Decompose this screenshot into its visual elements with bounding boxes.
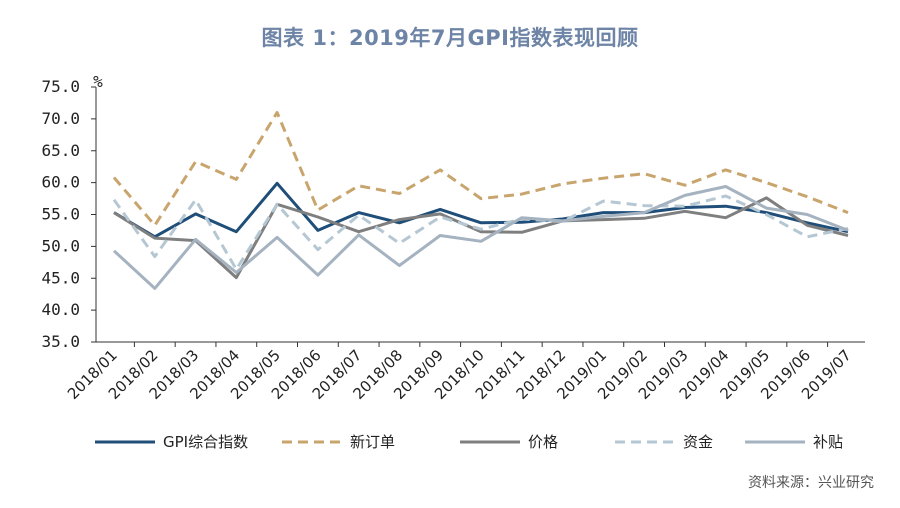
y-unit-label: % [93,72,103,91]
legend-label: 补贴 [813,433,843,451]
series-line-1 [113,181,849,239]
series-line-4 [112,194,849,271]
x-axis: 2018/012018/022018/032018/042018/052018/… [64,341,865,403]
series-lines [112,111,849,290]
legend-label: 资金 [683,433,713,451]
y-tick-label: 70.0 [41,109,80,128]
chart-title: 图表 1：2019年7月GPI指数表现回顾 [261,26,639,50]
legend-label: 价格 [528,433,558,451]
series-line-5 [112,185,849,290]
series-line-2 [112,111,849,227]
legend-label: GPI综合指数 [163,433,248,451]
series-line-3 [113,196,849,280]
y-tick-label: 65.0 [41,141,80,160]
y-tick-label: 60.0 [41,173,80,192]
legend: GPI综合指数 新订单 价格 资金 补贴 [95,433,843,451]
y-tick-label: 40.0 [41,300,80,319]
y-tick-label: 50.0 [41,236,80,255]
y-tick-label: 75.0 [41,77,80,96]
source-note: 资料来源：兴业研究 [748,475,874,491]
y-tick-label: 55.0 [41,205,80,224]
legend-label: 新订单 [350,433,395,451]
y-tick-label: 35.0 [41,332,80,351]
y-axis: 75.0 70.0 65.0 60.0 55.0 50.0 45.0 40.0 35.0% [41,72,103,351]
y-tick-label: 45.0 [41,268,80,287]
